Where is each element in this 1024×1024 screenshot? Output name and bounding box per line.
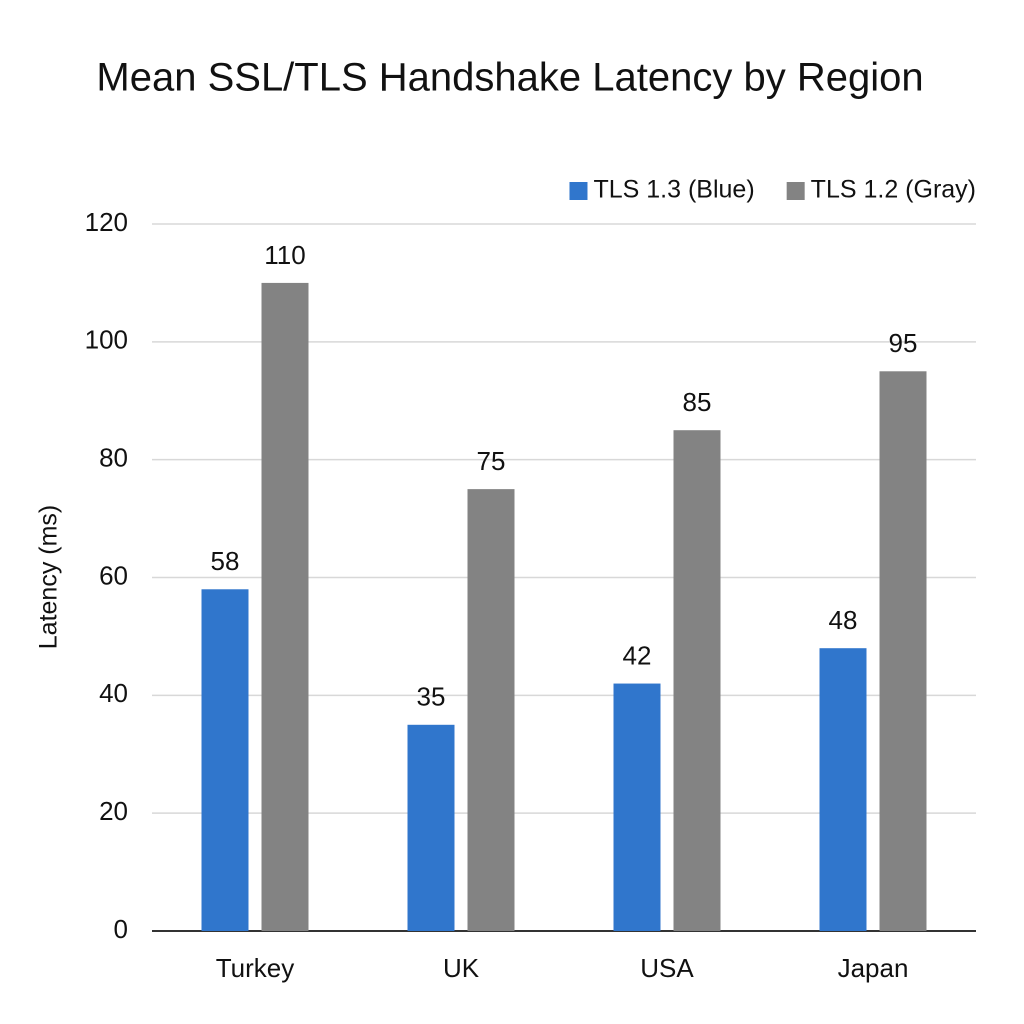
- y-tick-label: 0: [114, 914, 128, 944]
- data-label: 42: [623, 640, 652, 670]
- data-label: 58: [211, 546, 240, 576]
- y-tick-label: 100: [85, 325, 128, 355]
- legend-label: TLS 1.3 (Blue): [593, 176, 754, 204]
- data-label: 48: [829, 605, 858, 635]
- y-tick-label: 40: [99, 678, 128, 708]
- bar: [201, 589, 249, 931]
- data-label: 110: [264, 240, 305, 270]
- data-label: 85: [683, 387, 712, 417]
- legend-swatch: [786, 182, 805, 200]
- bar: [819, 648, 867, 931]
- bar: [673, 430, 721, 931]
- y-axis-label: Latency (ms): [35, 505, 63, 649]
- y-tick-label: 80: [99, 443, 128, 473]
- legend-label: TLS 1.2 (Gray): [811, 176, 976, 204]
- x-tick-label: USA: [640, 953, 694, 983]
- y-tick-label: 120: [85, 207, 128, 237]
- bar: [613, 683, 661, 931]
- chart-title: Mean SSL/TLS Handshake Latency by Region: [96, 56, 923, 100]
- bar: [879, 371, 927, 932]
- bar: [407, 724, 455, 931]
- data-label: 35: [417, 682, 446, 712]
- y-tick-label: 20: [99, 796, 128, 826]
- x-tick-label: Turkey: [216, 953, 295, 983]
- x-tick-label: UK: [443, 953, 480, 983]
- bar: [261, 282, 309, 932]
- data-label: 75: [477, 446, 506, 476]
- bar: [467, 489, 515, 931]
- x-tick-label: Japan: [838, 953, 909, 983]
- legend-swatch: [569, 182, 588, 200]
- y-tick-label: 60: [99, 560, 128, 590]
- data-label: 95: [889, 328, 918, 358]
